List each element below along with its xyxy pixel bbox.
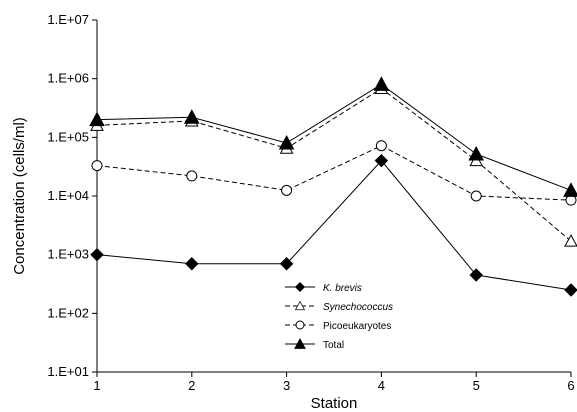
x-tick-label: 5 [473,378,480,393]
series-line-total [96,83,572,191]
y-tick-label: 1.E+03 [47,247,89,262]
y-tick-label: 1.E+02 [47,305,89,320]
data-point-total [183,109,200,124]
legend-marker [294,281,306,293]
y-tick-label: 1.E+06 [47,71,89,86]
data-point-total [563,182,577,197]
data-point-picoeukaryotes [375,140,387,152]
x-tick-label: 1 [93,378,100,393]
data-point-total [373,76,390,91]
legend-marker [295,320,305,330]
series-line-k-brevis [96,159,572,291]
legend-label: Picoeukaryotes [323,321,391,332]
y-tick-label: 1.E+01 [47,364,89,379]
data-point-k-brevis [279,257,294,271]
x-axis-label: Station [311,395,358,412]
y-axis-label: Concentration (cells/ml) [11,117,28,275]
axes: 1.E+01 1.E+02 1.E+03 1.E+04 1.E+05 1.E+06 1.E+… [47,12,574,393]
series-line-synechococcus [96,87,572,242]
data-point-k-brevis [374,153,389,168]
data-point-k-brevis [469,268,483,282]
x-tick-label: 4 [378,378,385,393]
x-tick-label: 3 [283,378,290,393]
x-tick-label: 6 [567,378,574,393]
plot-area [89,76,577,297]
data-point-picoeukaryotes [470,190,482,202]
legend-label: K. brevis [323,283,362,294]
legend-marker [294,337,306,349]
data-point-k-brevis [185,257,199,271]
series-line-picoeukaryotes [96,145,572,201]
legend-label: Total [323,340,344,351]
data-point-total [278,134,295,150]
data-point-picoeukaryotes [186,170,198,182]
legend-marker [294,300,306,311]
y-tick-label: 1.E+04 [47,188,89,203]
data-point-k-brevis [90,247,104,262]
legend-label: Synechococcus [323,302,393,313]
legend: K. brevis Synechococcus Picoeukaryotes Tota… [285,281,393,351]
y-tick-label: 1.E+07 [47,12,89,27]
data-point-picoeukaryotes [281,184,293,196]
data-point-synechococcus [564,234,577,247]
data-point-k-brevis [564,283,577,297]
data-point-total [468,145,485,161]
data-point-picoeukaryotes [91,160,103,172]
x-tick-label: 2 [188,378,195,393]
y-tick-label: 1.E+05 [47,129,89,144]
data-point-total [89,111,105,127]
